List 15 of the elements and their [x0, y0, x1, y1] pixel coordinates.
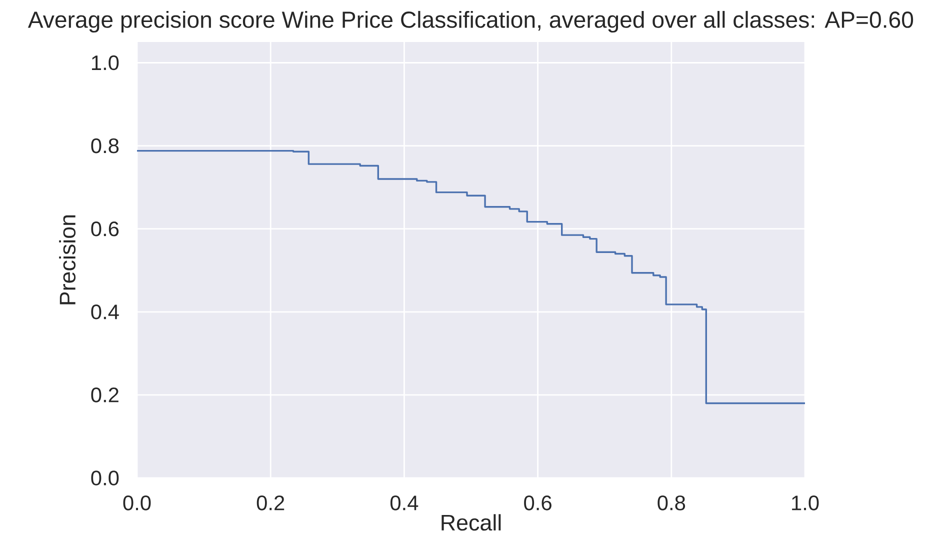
x-tick-label: 0.2 [256, 496, 284, 510]
x-tick-label: 1.0 [792, 496, 819, 510]
x-tick-label: 0.6 [524, 496, 552, 510]
x-tick-label: 0.0 [123, 496, 151, 510]
x-tick-label: 0.4 [390, 496, 418, 510]
x-tick-label: 0.8 [658, 496, 686, 510]
y-axis-title: Precision [59, 215, 76, 304]
y-tick-label: 0.0 [91, 470, 119, 486]
y-tick-label: 0.6 [91, 221, 119, 236]
chart-title: Average precision score Wine Price Classification, averaged over all classes: AP=0.60 [28, 10, 914, 32]
x-axis-title: Recall [442, 514, 501, 531]
y-tick-label: 0.4 [91, 304, 119, 320]
y-tick-label: 0.8 [91, 138, 119, 154]
y-tick-label: 1.0 [92, 55, 119, 70]
y-tick-label: 0.2 [91, 388, 118, 402]
